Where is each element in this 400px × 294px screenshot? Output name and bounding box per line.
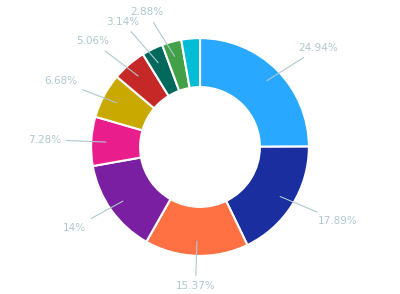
Wedge shape	[93, 158, 170, 242]
Text: 17.89%: 17.89%	[280, 196, 358, 226]
Text: 3.14%: 3.14%	[106, 17, 158, 63]
Wedge shape	[95, 77, 154, 130]
Wedge shape	[162, 40, 190, 91]
Text: 24.94%: 24.94%	[267, 43, 338, 81]
Text: 15.37%: 15.37%	[176, 241, 215, 291]
Wedge shape	[143, 45, 179, 96]
Wedge shape	[146, 199, 248, 256]
Text: 7.28%: 7.28%	[28, 135, 106, 145]
Text: 2.88%: 2.88%	[130, 7, 175, 56]
Text: 6.68%: 6.68%	[44, 76, 117, 103]
Wedge shape	[117, 54, 169, 108]
Wedge shape	[181, 38, 200, 88]
Wedge shape	[91, 117, 142, 166]
Wedge shape	[226, 147, 309, 245]
Text: 5.06%: 5.06%	[76, 36, 138, 76]
Text: 14%: 14%	[63, 201, 123, 233]
Wedge shape	[200, 38, 309, 147]
